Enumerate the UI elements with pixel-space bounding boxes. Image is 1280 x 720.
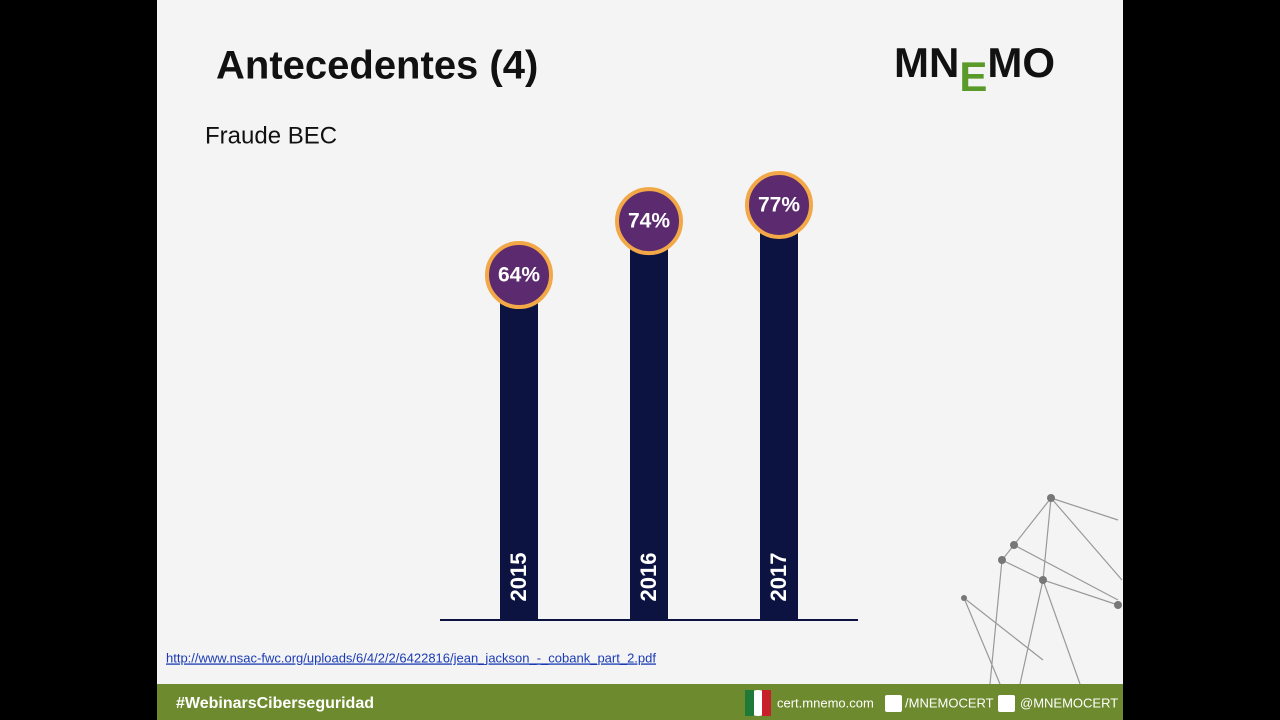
value-label: 64% bbox=[498, 264, 540, 287]
chart: 2015 64% 2016 74% 2017 77% bbox=[485, 170, 813, 620]
hashtag: #WebinarsCiberseguridad bbox=[176, 695, 374, 712]
value-marker bbox=[615, 187, 683, 256]
bar bbox=[630, 221, 668, 620]
twitter-icon bbox=[998, 695, 1015, 712]
value-label: 74% bbox=[628, 210, 670, 233]
logo-part: MN bbox=[894, 39, 959, 86]
flag-red bbox=[762, 690, 771, 716]
footer-bar bbox=[157, 684, 1123, 720]
category-label: 2015 bbox=[506, 553, 531, 602]
logo-part: MO bbox=[987, 39, 1055, 86]
facebook-icon bbox=[885, 695, 902, 712]
flag-green bbox=[745, 690, 754, 716]
value-marker bbox=[485, 241, 553, 310]
website: cert.mnemo.com bbox=[777, 695, 874, 710]
source-link[interactable]: http://www.nsac-fwc.org/uploads/6/4/2/2/… bbox=[166, 650, 656, 665]
logo: MNEMO bbox=[894, 39, 1055, 100]
value-label: 77% bbox=[758, 194, 800, 217]
facebook: /MNEMOCERT bbox=[905, 695, 994, 710]
subtitle: Fraude BEC bbox=[205, 122, 337, 149]
bar bbox=[500, 275, 538, 620]
twitter: @MNEMOCERT bbox=[1020, 695, 1118, 710]
bar bbox=[760, 204, 798, 620]
logo-part: E bbox=[959, 53, 987, 100]
category-label: 2017 bbox=[766, 553, 791, 602]
network-nodes bbox=[961, 494, 1122, 609]
value-marker bbox=[745, 170, 813, 239]
slide-title: Antecedentes (4) bbox=[216, 44, 538, 88]
category-label: 2016 bbox=[636, 553, 661, 602]
